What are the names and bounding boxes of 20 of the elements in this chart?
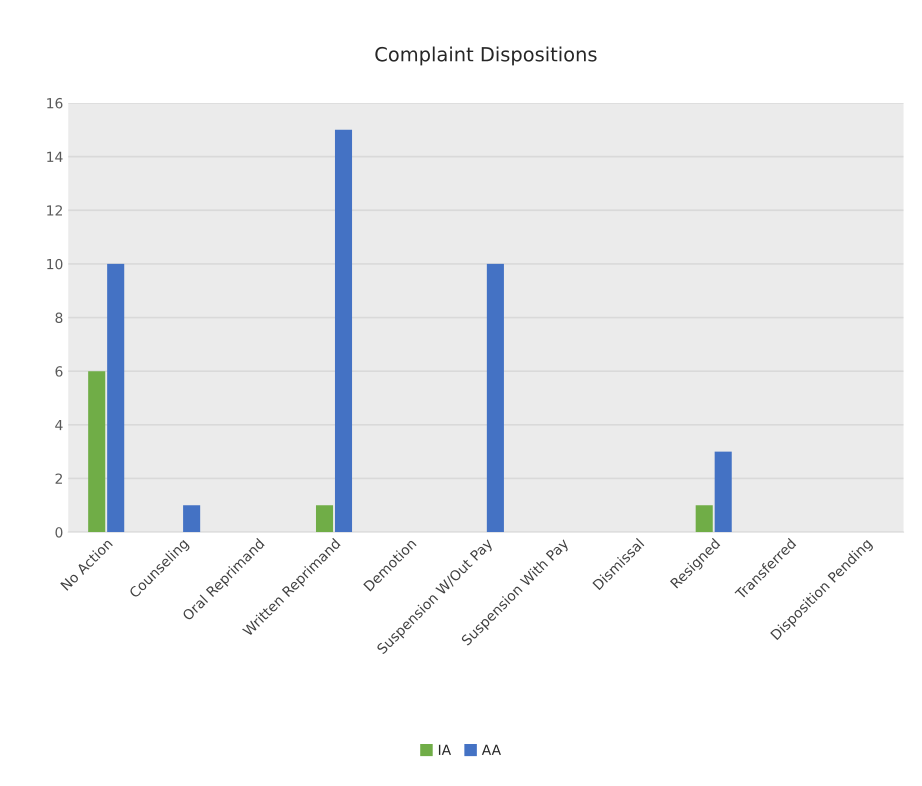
bar	[183, 505, 200, 532]
y-tick-label: 16	[47, 98, 62, 108]
y-tick-label: 12	[47, 205, 62, 216]
y-tick-label: 14	[47, 152, 63, 162]
bar	[107, 264, 124, 532]
y-tick-label: 8	[55, 312, 62, 324]
legend-label: AA	[482, 744, 501, 755]
y-tick-label: 10	[47, 258, 62, 270]
legend-label: IA	[438, 744, 452, 755]
bar	[486, 264, 504, 532]
chart-title: Complaint Dispositions	[375, 46, 597, 66]
y-tick-label: 0	[55, 527, 62, 538]
y-tick-label: 2	[56, 473, 62, 484]
y-tick-label: 6	[56, 366, 62, 377]
bar	[316, 505, 334, 532]
bar	[88, 371, 106, 532]
bar	[334, 130, 352, 532]
bar	[714, 452, 732, 532]
bar	[696, 505, 713, 532]
y-tick-label: 4	[55, 420, 63, 430]
